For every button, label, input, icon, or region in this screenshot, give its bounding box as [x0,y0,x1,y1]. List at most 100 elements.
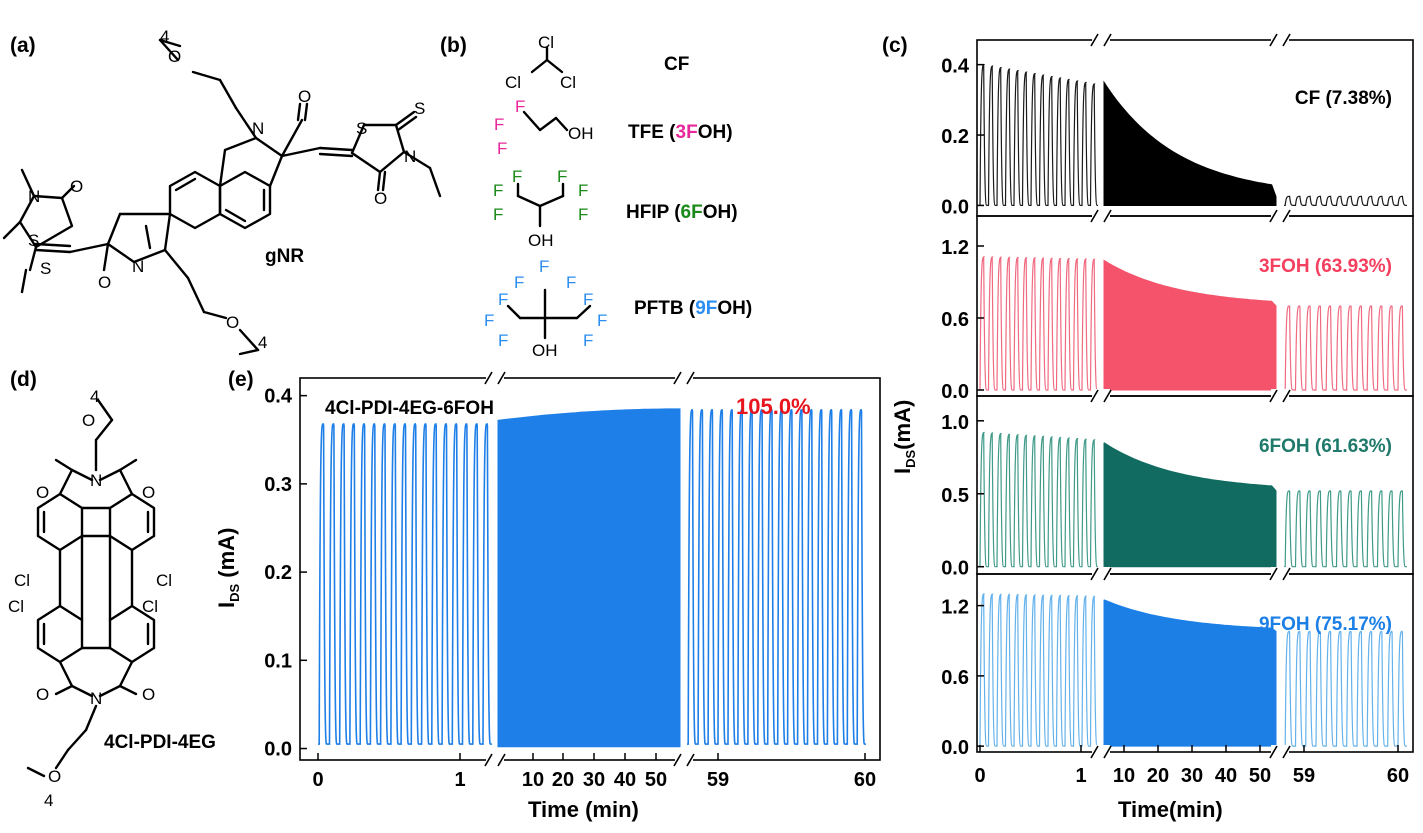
chart-c-subplot-2-break-2-slash-2 [1282,389,1291,403]
chart-e-break-bottom-1-slash-2 [497,753,506,767]
chart-c-subplot-0-break-1-slash-2 [1103,33,1112,47]
solvent-pftb-structure: F F F F F F F F F OH [484,257,607,360]
pftb-f-6: F [498,331,508,350]
chart-e-break-top-1-slash-2 [497,371,506,385]
pftb-f-9: F [583,331,593,350]
chart-c-subplot-2-break-1-slash-1 [1090,389,1099,403]
chart-e-ylabel: IDS (mA) [214,528,242,608]
chart-e-break-bottom-2-slash-2 [686,753,695,767]
chart-c-subplot-1-break-2-slash-2 [1282,209,1291,223]
chart-e-frame [299,377,881,761]
chart-c-subplot-3-break-1-slash-2 [1103,567,1112,581]
gnr-S-2: S [414,99,425,118]
panel-a-label: (a) [10,34,36,57]
gnr-O-4: O [98,273,111,292]
pftb-f-2: F [514,273,524,292]
chart-c-subplot-2-ytick-label: 0.0 [941,558,969,580]
chart-c-subplot-1-final [1284,305,1407,391]
gnr-O-3: O [374,189,387,208]
chart-e-break-top-2-slash-2 [686,371,695,385]
chart-c-subplot-0-continuous [1103,80,1277,206]
cf-cl-2: Cl [505,73,521,92]
chart-c-xlabel: Time(min) [1118,797,1223,822]
chart-e-marks [317,408,867,748]
chart-c-subplot-1-ytick-label: 0.6 [941,309,969,331]
chart-e-xtick-label: 20 [552,769,574,791]
panel-d-label: (d) [10,368,37,391]
pdi-O-chain-bottom: O [48,767,61,786]
chart-c-subplot-3-final [1283,630,1408,747]
pdi-O-4: O [142,685,155,704]
chart-e-xtick-label: 60 [854,769,876,791]
gnr-O-bottom: O [226,313,239,332]
pftb-f-4: F [498,290,508,309]
chart-c-subplot-0-ytick-label: 0.4 [941,56,970,78]
chart-c-subplot-1-break-2-slash-1 [1269,209,1278,223]
chart-c-subplot-2-ytick-label: 1.0 [941,412,969,434]
solvent-hfip-name: HFIP (6FOH) [626,202,738,223]
gnr-N-bottom: N [132,257,144,276]
hfip-f-2: F [493,181,503,200]
hfip-f-5: F [578,181,588,200]
chart-e-ytick-label: 0.0 [264,739,292,761]
chart-e-xtick-label: 40 [614,769,636,791]
pftb-f-1: F [539,257,549,276]
chart-c-subplot-1-label: 3FOH (63.93%) [1259,256,1392,277]
gnr-S-1: S [356,119,367,138]
chart-e-series-continuous [497,408,681,748]
chart-c-subplot-1-ytick-label: 1.2 [941,237,969,259]
gnr-S-3: S [28,231,39,250]
pdi-O-1: O [36,483,49,502]
chart-e-series-initial [317,423,493,745]
chart-e-xtick-label: 1 [454,769,465,791]
chart-c-xtick-label: 40 [1215,765,1237,787]
panel-e-label: (e) [228,368,254,391]
pdi-chain-4-top: 4 [90,387,99,406]
chart-e-xtick-label: 59 [707,769,729,791]
chart-e-ytick-label: 0.4 [264,386,293,408]
chart-c-break-bottom-2-slash-2 [1282,745,1291,759]
chart-c-xtick-label: 0 [974,765,985,787]
chart-c-xtick-label: 20 [1147,765,1169,787]
pdi-Cl-3: Cl [8,597,24,616]
solvent-pftb-name: PFTB (9FOH) [634,298,752,319]
pdi-N-top: N [90,471,102,490]
pdi-O-chain-top: O [82,411,95,430]
gnr-chain-4-bottom: 4 [258,333,267,352]
panel-c-label: (c) [882,34,908,57]
chart-e-ytick-label: 0.1 [264,650,292,672]
tfe-f-2: F [494,115,504,134]
chart-c-subplot-2-ytick-label: 0.5 [941,485,969,507]
pdi-O-2: O [142,483,155,502]
cf-cl-1: Cl [538,33,554,52]
chart-e-xtick-label: 50 [645,769,667,791]
gnr-O-5: O [70,177,83,196]
chart-e-break-top-2-slash-1 [673,371,682,385]
chart-c-subplot-1-break-1-slash-2 [1103,209,1112,223]
chart-c-subplot-1-ytick-label: 0.0 [941,381,969,403]
chart-c-subplot-0-final [1283,195,1408,207]
chart-e-axes: 0.0 0.1 0.2 0.3 0.4 0 1 10 20 30 40 50 59 60 [264,371,876,791]
chart-c-subplot-2-initial [978,431,1099,568]
solvent-tfe-name: TFE (3FOH) [628,122,733,143]
hfip-f-3: F [493,205,503,224]
chart-c-xtick-label: 1 [1075,765,1086,787]
chart-c-xtick-label: 60 [1387,765,1409,787]
chart-c-subplot-3-ytick-label: 1.2 [941,597,969,619]
chart-c-break-bottom-1-slash-1 [1090,745,1099,759]
chart-e-ytick-label: 0.2 [264,562,292,584]
chart-c-subplot-2-final [1283,490,1408,568]
chart-e-title: 4Cl-PDI-4EG-6FOH [325,398,494,419]
solvent-cf-structure: Cl Cl Cl [505,33,576,92]
gnr-O-top: O [168,47,181,66]
chart-c-subplot-3-label: 9FOH (75.17%) [1259,614,1392,635]
chart-c: 0.0 0.2 0.4 CF (7.38%) 0.0 0.6 1.2 3FOH (63.93%… [890,33,1414,822]
chart-c-marks [978,63,1408,747]
gnr-structure: O 4 N O S S N O N O S S N O O 4 [2,27,442,356]
chart-c-subplot-0-break-1-slash-1 [1090,33,1099,47]
chart-c-xtick-label: 30 [1181,765,1203,787]
chart-c-subplot-0-break-2-slash-1 [1269,33,1278,47]
pftb-f-8: F [597,311,607,330]
chart-c-subplot-1-initial [979,256,1098,391]
